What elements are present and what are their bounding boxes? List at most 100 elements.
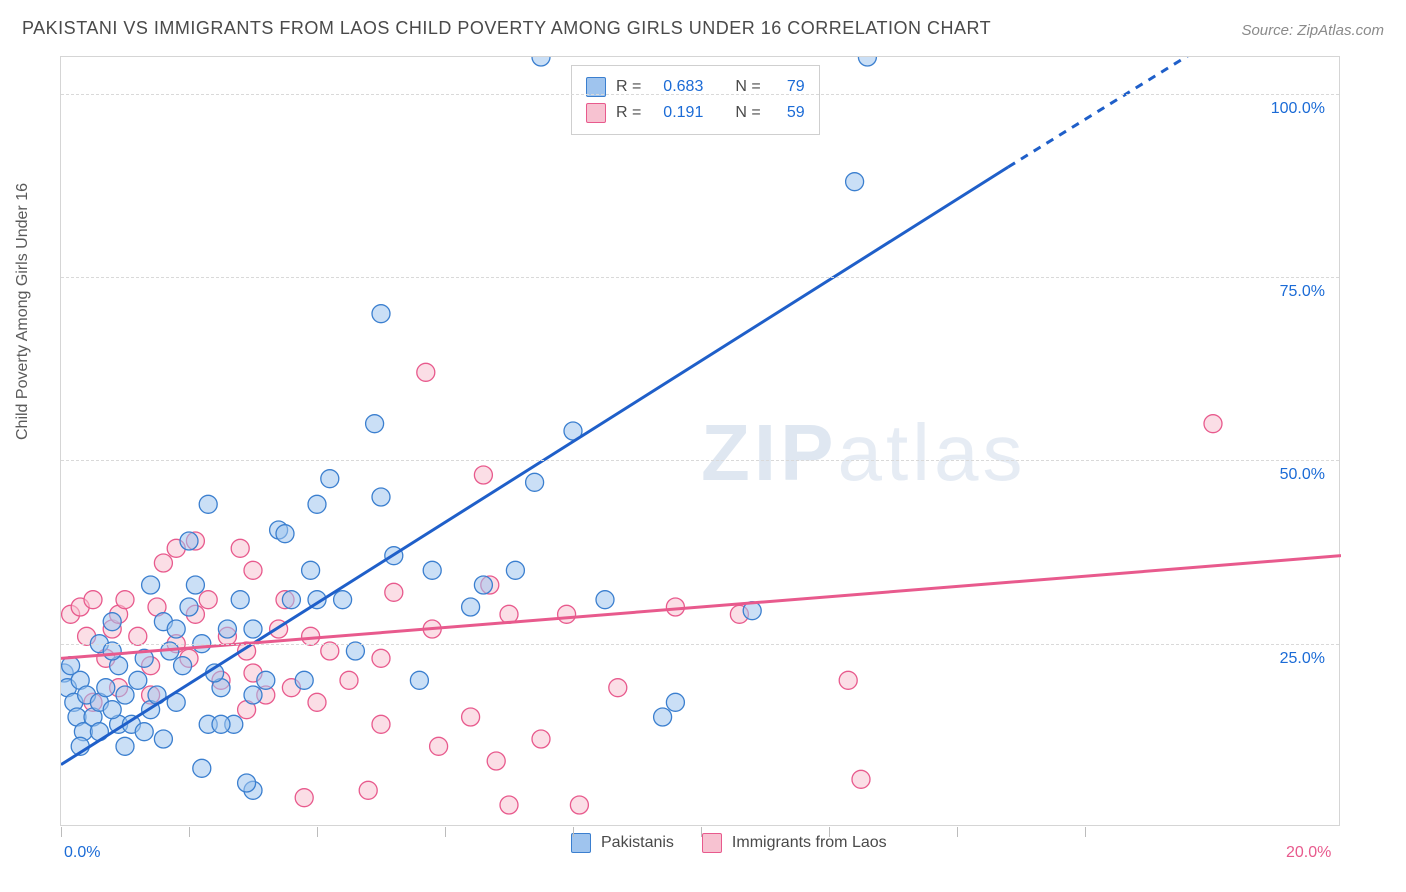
chart-title: PAKISTANI VS IMMIGRANTS FROM LAOS CHILD … xyxy=(22,18,991,39)
pakistanis-point xyxy=(346,642,364,660)
pakistanis-point xyxy=(462,598,480,616)
pakistanis-point xyxy=(654,708,672,726)
pakistanis-point xyxy=(302,561,320,579)
pakistanis-point xyxy=(308,495,326,513)
laos-point xyxy=(199,591,217,609)
pakistanis-point xyxy=(116,686,134,704)
pakistanis-point xyxy=(846,173,864,191)
x-axis-origin-label: 0.0% xyxy=(64,844,100,862)
pakistanis-point xyxy=(167,620,185,638)
pakistanis-point xyxy=(666,693,684,711)
legend-item-pakistanis: Pakistanis xyxy=(571,833,674,853)
laos-point xyxy=(570,796,588,814)
laos-point xyxy=(84,591,102,609)
laos-point xyxy=(244,561,262,579)
pakistanis-trend-line-dashed xyxy=(1008,57,1245,167)
pakistanis-point xyxy=(154,730,172,748)
laos-point xyxy=(116,591,134,609)
y-tick-label: 75.0% xyxy=(1280,283,1325,301)
pakistanis-point xyxy=(174,657,192,675)
pakistanis-point xyxy=(858,57,876,66)
gridline-h xyxy=(61,277,1339,278)
laos-point xyxy=(340,671,358,689)
laos-point xyxy=(129,627,147,645)
r-label: R = xyxy=(616,100,641,126)
laos-point xyxy=(666,598,684,616)
pakistanis-point xyxy=(244,620,262,638)
pakistanis-point xyxy=(103,613,121,631)
pakistanis-point xyxy=(142,576,160,594)
laos-point xyxy=(462,708,480,726)
x-tick-mark xyxy=(317,827,318,837)
pakistanis-point xyxy=(366,415,384,433)
pakistanis-r-value: 0.683 xyxy=(651,74,703,100)
laos-point xyxy=(500,796,518,814)
laos-point xyxy=(385,583,403,601)
gridline-h xyxy=(61,644,1339,645)
pakistanis-point xyxy=(282,591,300,609)
pakistanis-point xyxy=(135,723,153,741)
pakistanis-point xyxy=(295,671,313,689)
pakistanis-point xyxy=(372,488,390,506)
gridline-h xyxy=(61,460,1339,461)
laos-n-value: 59 xyxy=(771,100,805,126)
legend-stats-box: R =0.683N =79R =0.191N =59 xyxy=(571,65,820,135)
laos-point xyxy=(231,539,249,557)
laos-point xyxy=(295,789,313,807)
pakistanis-point xyxy=(596,591,614,609)
pakistanis-point xyxy=(231,591,249,609)
pakistanis-trend-line xyxy=(61,167,1008,765)
pakistanis-point xyxy=(474,576,492,594)
laos-legend-label: Immigrants from Laos xyxy=(732,834,887,852)
pakistanis-point xyxy=(212,715,230,733)
x-axis-end-label: 20.0% xyxy=(1286,844,1331,862)
x-tick-mark xyxy=(701,827,702,837)
pakistanis-point xyxy=(186,576,204,594)
x-tick-mark xyxy=(445,827,446,837)
laos-point xyxy=(474,466,492,484)
pakistanis-legend-label: Pakistanis xyxy=(601,834,674,852)
pakistanis-point xyxy=(180,598,198,616)
pakistanis-point xyxy=(532,57,550,66)
y-axis-label: Child Poverty Among Girls Under 16 xyxy=(14,183,32,440)
n-label: N = xyxy=(735,100,760,126)
pakistanis-n-value: 79 xyxy=(771,74,805,100)
x-tick-mark xyxy=(189,827,190,837)
laos-point xyxy=(308,693,326,711)
bottom-legend: Pakistanis Immigrants from Laos xyxy=(571,833,887,853)
laos-point xyxy=(359,781,377,799)
legend-stats-row-pakistanis: R =0.683N =79 xyxy=(586,74,805,100)
pakistanis-point xyxy=(244,686,262,704)
pakistanis-point xyxy=(276,525,294,543)
x-tick-mark xyxy=(829,827,830,837)
pakistanis-point xyxy=(103,642,121,660)
gridline-h xyxy=(61,94,1339,95)
laos-point xyxy=(532,730,550,748)
pakistanis-point xyxy=(180,532,198,550)
legend-stats-row-laos: R =0.191N =59 xyxy=(586,100,805,126)
laos-point xyxy=(372,649,390,667)
laos-swatch-icon xyxy=(702,833,722,853)
plot-svg xyxy=(61,57,1341,827)
pakistanis-point xyxy=(97,679,115,697)
source-attribution: Source: ZipAtlas.com xyxy=(1241,22,1384,39)
laos-point xyxy=(372,715,390,733)
laos-point xyxy=(430,737,448,755)
laos-point xyxy=(558,605,576,623)
n-label: N = xyxy=(735,74,760,100)
pakistanis-point xyxy=(199,495,217,513)
pakistanis-point xyxy=(526,473,544,491)
pakistanis-point xyxy=(334,591,352,609)
pakistanis-point xyxy=(410,671,428,689)
pakistanis-point xyxy=(238,774,256,792)
pakistanis-point xyxy=(506,561,524,579)
chart-area: ZIPatlas R =0.683N =79R =0.191N =59 Paki… xyxy=(60,56,1340,826)
pakistanis-point xyxy=(321,470,339,488)
laos-point xyxy=(852,770,870,788)
laos-point xyxy=(1204,415,1222,433)
pakistanis-point xyxy=(116,737,134,755)
pakistanis-point xyxy=(372,305,390,323)
y-tick-label: 25.0% xyxy=(1280,650,1325,668)
laos-point xyxy=(609,679,627,697)
pakistanis-swatch-icon xyxy=(571,833,591,853)
